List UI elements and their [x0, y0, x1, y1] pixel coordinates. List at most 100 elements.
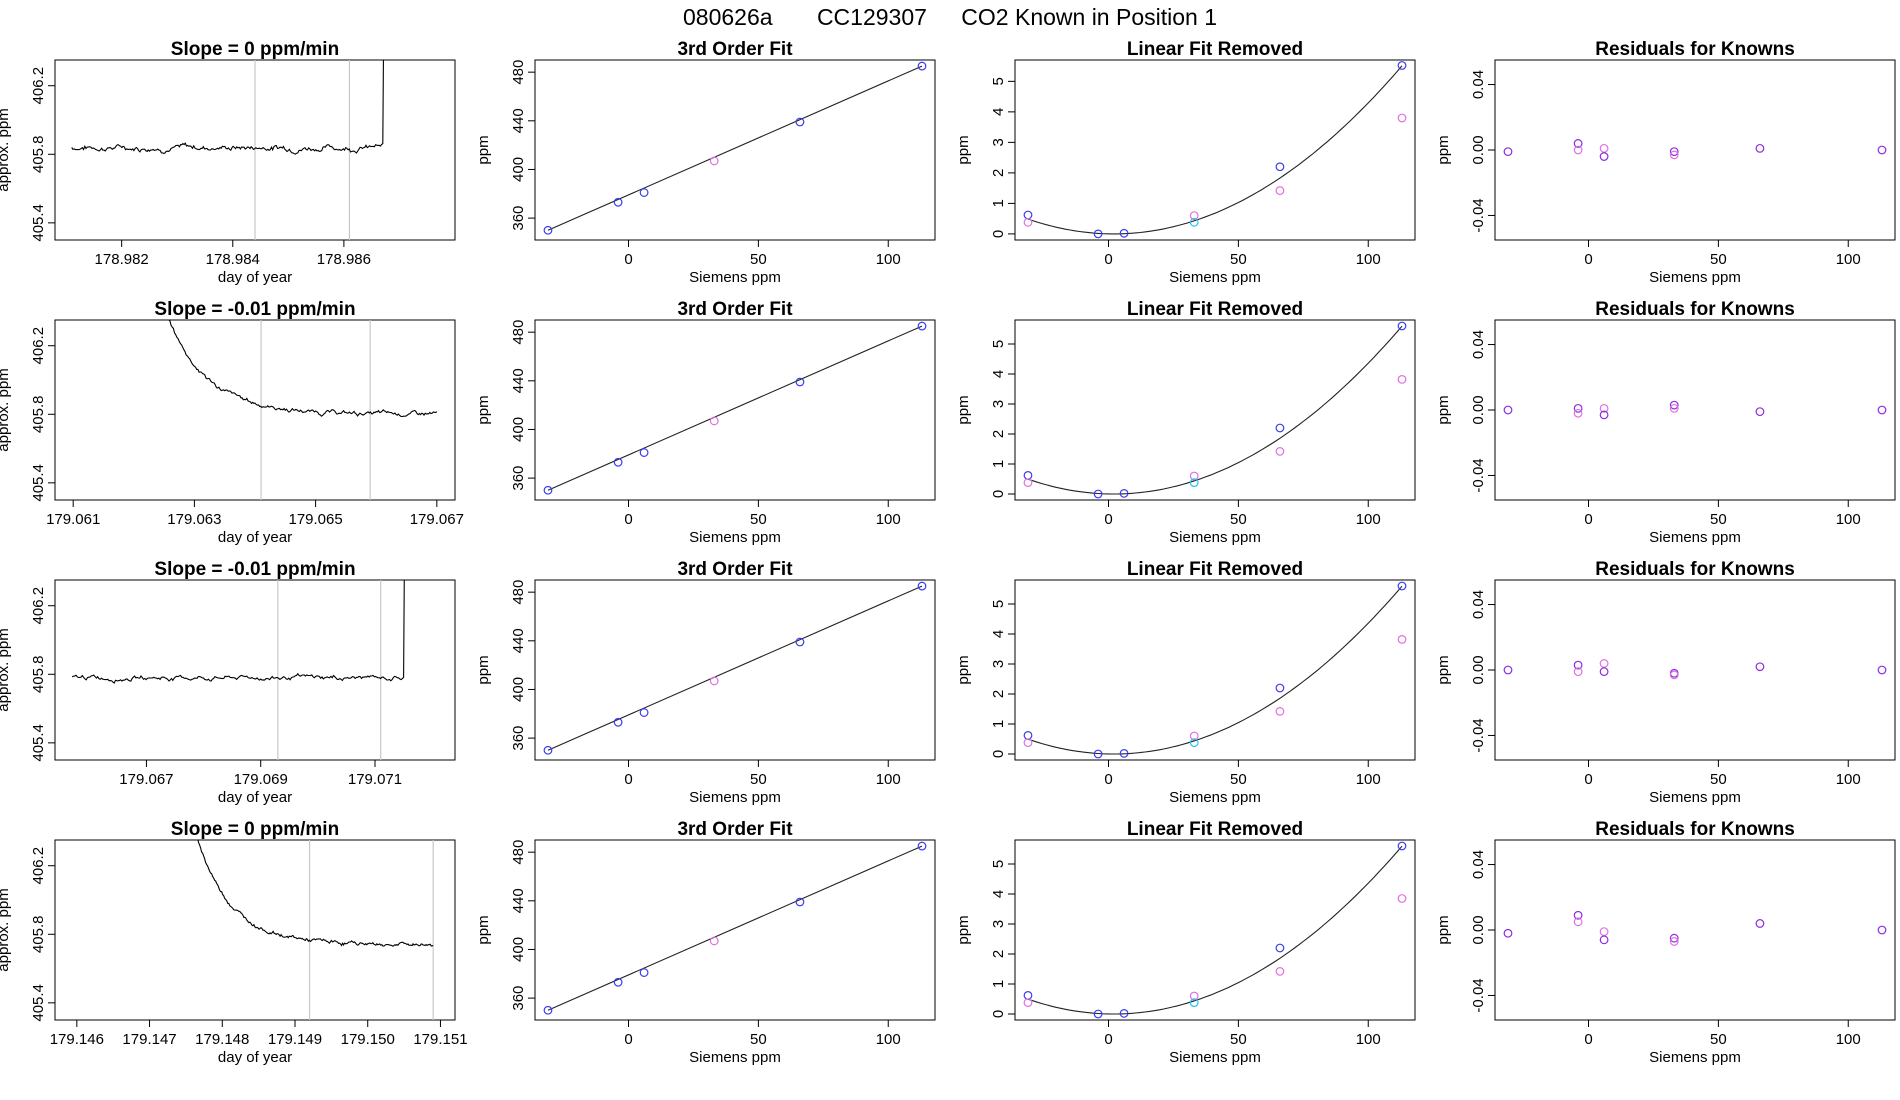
- y-tick-label: 0: [990, 230, 1007, 238]
- y-axis-label: ppm: [955, 395, 972, 424]
- plot-area: [168, 320, 438, 500]
- data-point: [795, 637, 805, 647]
- x-axis-label: Siemens ppm: [1649, 529, 1741, 546]
- x-tick-label: 0: [1584, 1031, 1592, 1048]
- data-point: [1599, 927, 1609, 937]
- y-tick-label: 480: [510, 320, 527, 345]
- x-tick-label: 100: [1356, 771, 1381, 788]
- x-tick-label: 0: [1104, 771, 1112, 788]
- data-point: [543, 225, 553, 235]
- data-point: [1189, 738, 1199, 747]
- y-tick-label: 360: [510, 986, 527, 1011]
- plot-frame: [54, 579, 456, 761]
- y-tick-label: 405.4: [30, 724, 47, 762]
- x-tick-label: 100: [1836, 251, 1861, 268]
- y-tick-label: -0.04: [1470, 718, 1487, 752]
- figure-title-run-id: 080626a: [683, 4, 773, 30]
- y-axis-label: ppm: [1435, 395, 1452, 424]
- data-point: [1397, 841, 1407, 851]
- data-point: [795, 897, 805, 907]
- data-point: [1119, 749, 1129, 758]
- data-point: [1755, 407, 1765, 417]
- panel-title: Linear Fit Removed: [1127, 39, 1303, 60]
- data-point: [613, 457, 623, 467]
- y-tick-label: 406.2: [30, 67, 47, 105]
- plot-area: [1023, 581, 1407, 759]
- y-tick-label: 4: [990, 370, 1007, 378]
- y-tick-label: 360: [510, 206, 527, 231]
- x-tick-label: 0: [624, 771, 632, 788]
- y-tick-label: 5: [990, 860, 1007, 868]
- y-tick-label: 5: [990, 340, 1007, 348]
- y-axis-label: approx. ppm: [0, 108, 12, 191]
- data-point: [1189, 991, 1199, 1001]
- data-point: [1669, 937, 1679, 946]
- data-point: [1275, 447, 1285, 456]
- x-axis-label: Siemens ppm: [689, 789, 781, 806]
- y-tick-label: 440: [510, 368, 527, 393]
- x-tick-label: 100: [1356, 251, 1381, 268]
- data-point: [709, 936, 719, 946]
- y-tick-label: 406.2: [30, 847, 47, 885]
- data-point: [1023, 478, 1033, 488]
- data-point: [543, 485, 553, 495]
- data-point: [1599, 659, 1609, 668]
- y-axis-label: ppm: [1435, 915, 1452, 944]
- plot-area: [1503, 659, 1887, 680]
- figure-title: 080626a CC129307 CO2 Known in Position 1: [683, 4, 1217, 30]
- plot-frame: [534, 59, 936, 241]
- data-point: [1397, 635, 1407, 644]
- y-tick-label: 0.00: [1470, 655, 1487, 684]
- panel-r4c3: Linear Fit Removed 0 50 100 0 1 2 3 4 5 Siemens pp…: [955, 819, 1416, 1066]
- data-point: [1397, 894, 1407, 903]
- y-tick-label: 0.00: [1470, 395, 1487, 424]
- data-point: [709, 676, 719, 686]
- data-point: [1275, 683, 1285, 693]
- x-tick-label: 50: [750, 771, 767, 788]
- fit-line: [547, 585, 923, 751]
- x-axis-label: day of year: [218, 269, 292, 286]
- x-tick-label: 179.149: [268, 1031, 322, 1048]
- plot-area: [197, 840, 434, 1020]
- data-point: [1599, 667, 1609, 677]
- data-point: [1669, 147, 1679, 157]
- data-point: [1573, 403, 1583, 413]
- data-point: [1599, 410, 1609, 420]
- plot-area: [1023, 61, 1407, 239]
- series-line: [168, 320, 438, 418]
- fit-line: [547, 65, 923, 231]
- y-tick-label: 0: [990, 1010, 1007, 1018]
- y-tick-label: 0.00: [1470, 915, 1487, 944]
- fit-line: [547, 845, 923, 1011]
- x-tick-label: 50: [750, 1031, 767, 1048]
- panel-r3c4: Residuals for Knowns 0 50 100 -0.04 0.00 0.04 S…: [1435, 559, 1896, 806]
- x-tick-label: 50: [1230, 1031, 1247, 1048]
- panel-r1c2: 3rd Order Fit 0 50 100 360 400 440 480 Siemens p…: [475, 39, 936, 286]
- x-tick-label: 50: [750, 251, 767, 268]
- x-tick-label: 179.061: [46, 511, 100, 528]
- panel-r3c2: 3rd Order Fit 0 50 100 360 400 440 480 Siemens p…: [475, 559, 936, 806]
- panel-title: 3rd Order Fit: [677, 299, 793, 320]
- data-point: [1023, 991, 1033, 1000]
- data-point: [639, 188, 649, 197]
- x-axis-label: Siemens ppm: [1169, 1049, 1261, 1066]
- x-tick-label: 100: [1356, 1031, 1381, 1048]
- data-point: [613, 977, 623, 987]
- panel-title: Slope = -0.01 ppm/min: [154, 559, 355, 580]
- y-tick-label: 5: [990, 77, 1007, 85]
- y-axis-label: ppm: [955, 135, 972, 164]
- y-tick-label: 0.04: [1470, 70, 1487, 99]
- y-tick-label: 2: [990, 430, 1007, 438]
- panel-r2c3: Linear Fit Removed 0 50 100 0 1 2 3 4 5 Siemens pp…: [955, 299, 1416, 546]
- data-point: [1093, 1009, 1103, 1019]
- y-tick-label: 2: [990, 690, 1007, 698]
- y-tick-label: 0.04: [1470, 330, 1487, 359]
- x-tick-label: 100: [876, 251, 901, 268]
- data-point: [1755, 919, 1765, 928]
- x-axis-label: Siemens ppm: [689, 269, 781, 286]
- x-tick-label: 0: [1104, 511, 1112, 528]
- y-tick-label: 405.8: [30, 396, 47, 434]
- data-point: [1877, 405, 1887, 415]
- panel-title: Linear Fit Removed: [1127, 559, 1303, 580]
